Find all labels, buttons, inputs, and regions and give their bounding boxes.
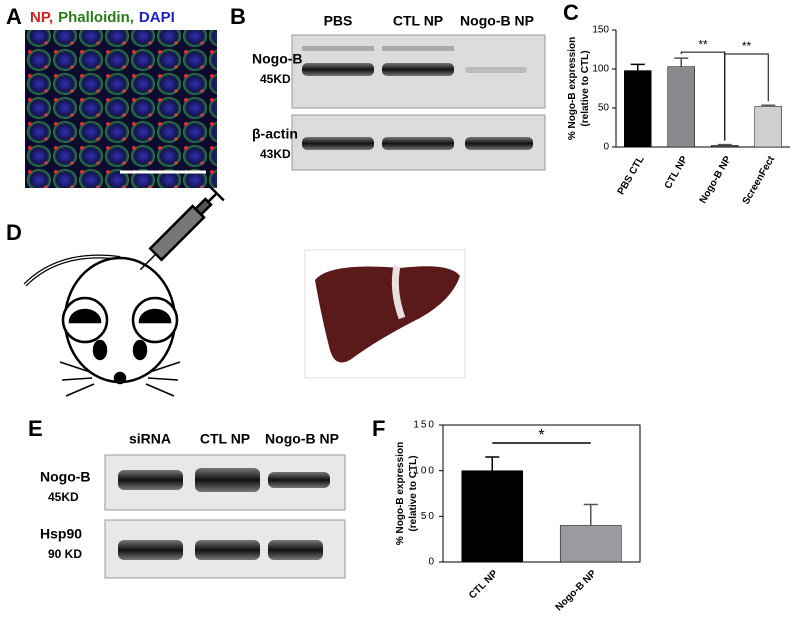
x-tick-label: PBS CTL <box>616 154 647 197</box>
stain-label: Phalloidin, <box>58 9 134 26</box>
y-axis-label-line: (relative to CTL) <box>408 455 419 531</box>
bar <box>624 70 652 148</box>
protein-label: β-actin <box>252 126 298 142</box>
y-tick-label: 0 <box>428 557 436 568</box>
panel-label: C <box>563 0 579 25</box>
x-tick-label: Nogo-B NP <box>698 154 734 205</box>
y-tick-label: 100 <box>592 64 609 75</box>
bands <box>302 46 533 150</box>
error-bar <box>717 143 732 146</box>
y-axis-label: % Nogo-B expression (relative to CTL) <box>395 442 419 545</box>
bar <box>461 470 524 563</box>
panel-label: B <box>230 4 246 29</box>
bands <box>118 468 330 560</box>
y-tick-label: 50 <box>421 511 436 522</box>
lane-label: CTL NP <box>200 431 250 447</box>
y-axis-label-line: % Nogo-B expression <box>567 37 578 140</box>
protein-label: Nogo-B <box>40 469 91 485</box>
y-axis-label-line: % Nogo-B expression <box>395 442 406 545</box>
bar <box>711 145 739 148</box>
lane-label: Nogo-B NP <box>265 431 339 447</box>
x-tick-label: Nogo-B NP <box>554 568 599 613</box>
y-axis-label-line: (relative to CTL) <box>580 50 591 126</box>
error-bar <box>674 57 689 67</box>
panel-label: F <box>372 416 385 441</box>
lane-label: Nogo-B NP <box>460 13 534 29</box>
error-bar <box>485 456 500 471</box>
significance-label: * <box>538 427 544 444</box>
stain-label: DAPI <box>139 9 175 26</box>
error-bar <box>630 63 645 71</box>
y-tick-label: 150 <box>592 25 609 36</box>
y-tick-label: 150 <box>413 420 436 431</box>
y-tick-label: 0 <box>603 142 609 153</box>
y-tick-label: 100 <box>413 465 436 476</box>
error-bar <box>583 503 598 526</box>
protein-label: Nogo-B <box>252 51 303 67</box>
significance-label: ** <box>698 37 708 51</box>
protein-label: Hsp90 <box>40 526 82 542</box>
lane-label: PBS <box>324 13 353 29</box>
micrograph <box>25 30 217 188</box>
bar <box>754 106 782 148</box>
size-label: 90 KD <box>48 547 82 561</box>
panel-label: E <box>28 416 43 441</box>
y-tick-label: 50 <box>598 103 610 114</box>
stain-label: NP, <box>30 9 53 26</box>
lane-label: CTL NP <box>393 13 443 29</box>
y-axis-label: % Nogo-B expression (relative to CTL) <box>567 37 591 140</box>
x-tick-label: CTL NP <box>467 568 500 601</box>
size-label: 45KD <box>48 490 79 504</box>
significance-bracket <box>724 53 769 141</box>
panel-label: A <box>6 4 22 29</box>
bar <box>559 525 622 563</box>
bar <box>667 66 695 148</box>
size-label: 43KD <box>260 147 291 161</box>
liver-illustration <box>315 265 460 363</box>
significance-label: ** <box>742 39 752 53</box>
panel-label: D <box>6 220 22 245</box>
x-tick-label: ScreenFect <box>741 154 778 207</box>
mouse-illustration <box>23 185 225 397</box>
x-tick-label: CTL NP <box>663 154 691 191</box>
error-bar <box>761 104 776 107</box>
lane-label: siRNA <box>129 431 171 447</box>
size-label: 45KD <box>260 72 291 86</box>
